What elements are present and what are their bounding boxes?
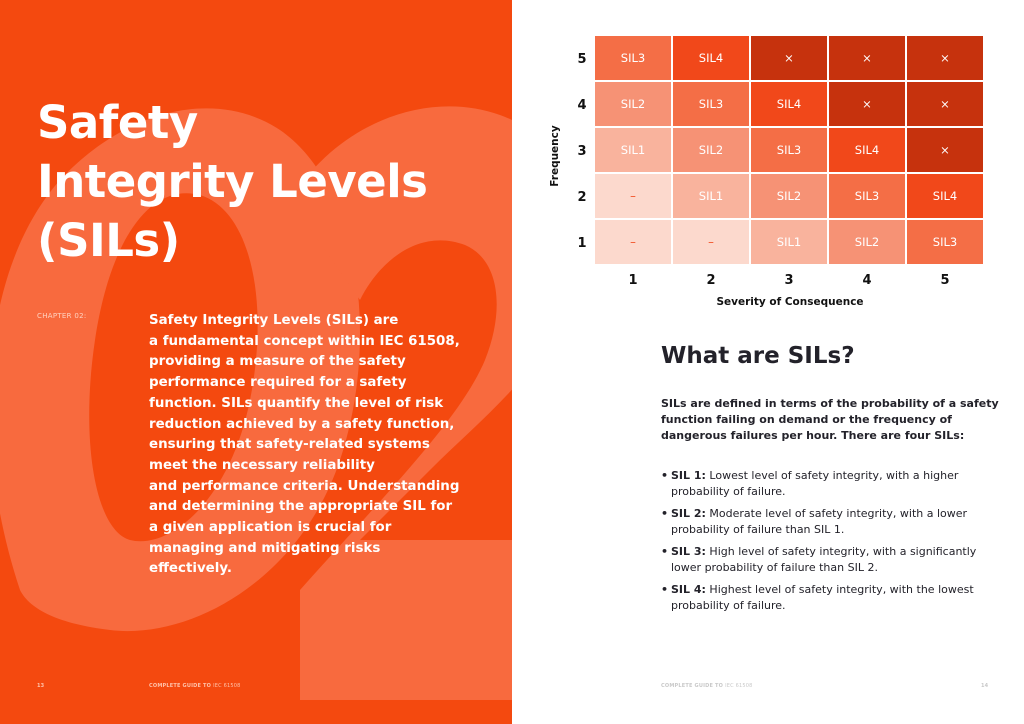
frequency-label-3: 3: [577, 144, 587, 159]
sil-item-label: SIL 4:: [671, 583, 706, 596]
intro-line: meet the necessary reliability: [149, 457, 375, 473]
matrix-cell: ×: [829, 36, 905, 80]
matrix-cell: SIL3: [907, 220, 983, 264]
matrix-cell: –: [673, 220, 749, 264]
intro-line: Safety Integrity Levels (SILs) are: [149, 313, 399, 328]
sil-list: SIL 1: Lowest level of safety integrity,…: [661, 468, 1001, 620]
chapter-numeral-background: [0, 106, 512, 700]
right-footer: COMPLETE GUIDE TO IEC 61508: [661, 683, 753, 689]
sil-item-text: lower probability of failure than SIL 2.: [671, 560, 878, 574]
title-line: (SILs): [37, 214, 180, 267]
matrix-cell: ×: [907, 82, 983, 126]
sil-item-text: High level of safety integrity, with a s…: [709, 545, 977, 558]
frequency-label-1: 1: [577, 236, 587, 251]
list-item: SIL 4: Highest level of safety integrity…: [661, 582, 1001, 613]
list-item: SIL 1: Lowest level of safety integrity,…: [661, 468, 1001, 499]
intro-line: and determining the appropriate SIL for: [149, 499, 453, 515]
lead-paragraph: SILs are defined in terms of the probabi…: [661, 396, 1001, 444]
matrix-cell: ×: [751, 36, 827, 80]
frequency-axis-label: Frequency: [549, 125, 561, 187]
intro-line: performance required for a safety: [149, 375, 407, 391]
intro-line: reduction achieved by a safety function,: [149, 416, 455, 432]
matrix-cell: SIL1: [673, 174, 749, 218]
list-item: SIL 3: High level of safety integrity, w…: [661, 544, 1001, 575]
left-footer: COMPLETE GUIDE TO IEC 61508: [149, 683, 241, 689]
matrix-cell: SIL4: [673, 36, 749, 80]
matrix-cell: SIL3: [673, 82, 749, 126]
right-page: Frequency 5 4 3 2 1 SIL3 SIL4 × × × SIL2…: [512, 0, 1024, 724]
intro-line: function. SILs quantify the level of ris…: [149, 395, 444, 411]
lead-line: dangerous failures per hour. There are f…: [661, 429, 965, 442]
frequency-label-4: 4: [577, 98, 587, 113]
footer-light-text: IEC 61508: [725, 683, 753, 689]
matrix-cell: SIL2: [751, 174, 827, 218]
severity-label-1: 1: [628, 273, 638, 288]
matrix-cell: SIL2: [829, 220, 905, 264]
sil-item-label: SIL 1:: [671, 469, 706, 482]
sil-risk-matrix: SIL3 SIL4 × × × SIL2 SIL3 SIL4 × × SIL1 …: [595, 36, 983, 264]
section-heading: What are SILs?: [661, 343, 855, 369]
frequency-label-5: 5: [577, 52, 587, 67]
matrix-cell: SIL4: [829, 128, 905, 172]
intro-line: providing a measure of the safety: [149, 354, 406, 370]
intro-line: a fundamental concept within IEC 61508,: [149, 333, 460, 349]
sil-item-label: SIL 2:: [671, 507, 706, 520]
left-page-number: 13: [37, 683, 45, 689]
sil-item-text: Highest level of safety integrity, with …: [709, 583, 974, 596]
chapter-label: CHAPTER 02:: [37, 312, 87, 320]
intro-line: managing and mitigating risks: [149, 540, 381, 556]
sil-item-label: SIL 3:: [671, 545, 706, 558]
footer-light-text: IEC 61508: [213, 683, 241, 689]
sil-item-text: probability of failure.: [671, 598, 786, 612]
title-line: Integrity Levels: [37, 155, 428, 208]
intro-line: a given application is crucial for: [149, 520, 392, 536]
matrix-cell: SIL3: [829, 174, 905, 218]
page-title: Safety Integrity Levels (SILs): [37, 93, 428, 270]
matrix-cell: SIL2: [673, 128, 749, 172]
lead-line: function failing on demand or the freque…: [661, 413, 952, 426]
lead-line: SILs are defined in terms of the probabi…: [661, 397, 999, 410]
matrix-cell: SIL1: [595, 128, 671, 172]
matrix-cell: SIL1: [751, 220, 827, 264]
sil-item-text: Lowest level of safety integrity, with a…: [709, 469, 959, 482]
severity-label-5: 5: [940, 273, 950, 288]
title-line: Safety: [37, 96, 198, 149]
footer-bold-text: COMPLETE GUIDE TO: [661, 683, 724, 689]
intro-line: effectively.: [149, 561, 232, 577]
matrix-cell: ×: [829, 82, 905, 126]
matrix-cell: SIL2: [595, 82, 671, 126]
intro-line: ensuring that safety-related systems: [149, 437, 430, 453]
footer-bold-text: COMPLETE GUIDE TO: [149, 683, 212, 689]
matrix-cell: SIL3: [595, 36, 671, 80]
sil-item-text: probability of failure than SIL 1.: [671, 522, 845, 536]
matrix-cell: SIL4: [907, 174, 983, 218]
intro-paragraph: Safety Integrity Levels (SILs) are a fun…: [149, 311, 484, 580]
matrix-cell: –: [595, 174, 671, 218]
frequency-label-2: 2: [577, 190, 587, 205]
left-page: Safety Integrity Levels (SILs) CHAPTER 0…: [0, 0, 512, 724]
sil-item-text: probability of failure.: [671, 484, 786, 498]
list-item: SIL 2: Moderate level of safety integrit…: [661, 506, 1001, 537]
matrix-cell: –: [595, 220, 671, 264]
intro-line: and performance criteria. Understanding: [149, 478, 460, 494]
sil-item-text: Moderate level of safety integrity, with…: [709, 507, 968, 520]
right-page-number: 14: [981, 683, 989, 689]
severity-label-3: 3: [784, 273, 794, 288]
severity-axis-label: Severity of Consequence: [716, 296, 864, 308]
matrix-cell: SIL4: [751, 82, 827, 126]
matrix-cell: SIL3: [751, 128, 827, 172]
severity-label-4: 4: [862, 273, 872, 288]
severity-label-2: 2: [706, 273, 716, 288]
matrix-cell: ×: [907, 36, 983, 80]
matrix-cell: ×: [907, 128, 983, 172]
